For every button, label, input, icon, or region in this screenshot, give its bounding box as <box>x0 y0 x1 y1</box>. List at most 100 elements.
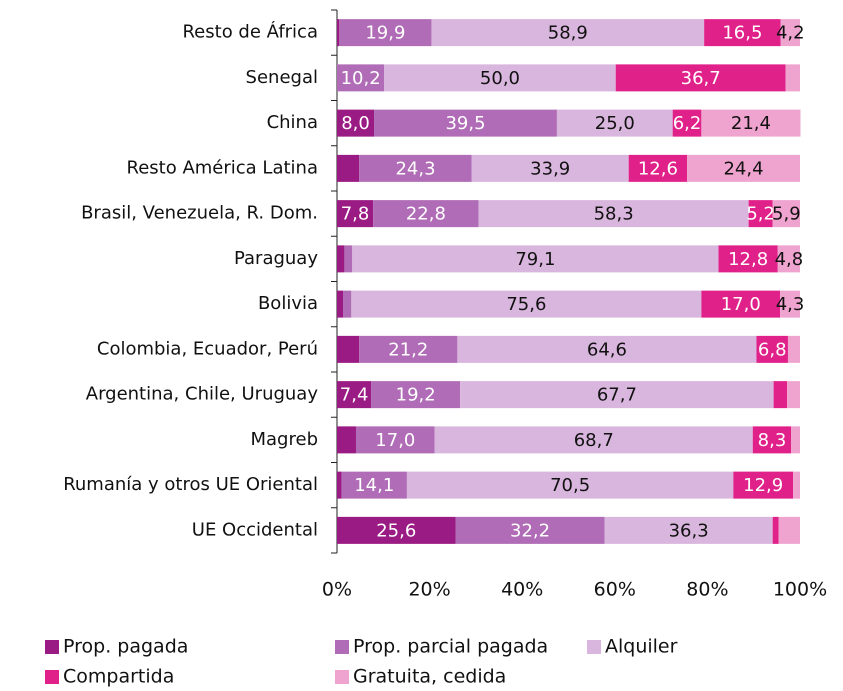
value-label: 12,6 <box>638 158 678 179</box>
x-tick-label: 40% <box>501 579 543 601</box>
value-label: 7,4 <box>340 385 369 406</box>
bar-segment <box>687 154 800 182</box>
value-label: 39,5 <box>445 113 485 134</box>
bar-segment <box>752 426 792 454</box>
bar-segment <box>787 335 800 363</box>
legend-label: Prop. parcial pagada <box>353 636 548 658</box>
value-label: 17,0 <box>721 294 761 315</box>
value-label: 4,2 <box>776 23 805 44</box>
bar-segment <box>337 426 356 454</box>
value-label: 58,9 <box>548 23 588 44</box>
bar-segment <box>337 516 456 544</box>
bar-segment <box>471 154 629 182</box>
legend-swatch <box>45 640 59 654</box>
value-label: 79,1 <box>515 249 555 270</box>
bar-segment <box>339 19 432 47</box>
bar-segment <box>748 200 773 228</box>
value-label: 12,9 <box>743 475 783 496</box>
category-label: Resto de África <box>182 21 318 43</box>
bar-segment <box>373 200 479 228</box>
bar-segment <box>434 426 753 454</box>
bar-segment <box>337 290 344 318</box>
bar-segment <box>791 426 800 454</box>
value-label: 50,0 <box>480 68 520 89</box>
value-label: 32,2 <box>510 520 550 541</box>
legend-label: Gratuita, cedida <box>353 666 506 688</box>
bar-segment <box>374 109 557 137</box>
value-label: 5,2 <box>746 204 775 225</box>
bar-segment <box>455 516 605 544</box>
value-label: 21,4 <box>731 113 771 134</box>
value-label: 68,7 <box>574 430 614 451</box>
bar-segment <box>344 245 353 273</box>
bar-segment <box>701 290 781 318</box>
category-label: Argentina, Chile, Uruguay <box>86 384 319 405</box>
bar-segment <box>672 109 702 137</box>
value-label: 5,9 <box>772 204 801 225</box>
bar-segment <box>777 245 800 273</box>
bar-segment <box>337 64 385 92</box>
category-label: Bolivia <box>258 293 318 314</box>
bar-segment <box>718 245 778 273</box>
bar-segment <box>793 471 800 499</box>
value-label: 70,5 <box>550 475 590 496</box>
bar-segment <box>337 245 345 273</box>
bar-segment <box>778 516 800 544</box>
x-tick-label: 20% <box>408 579 450 601</box>
bar-segment <box>337 471 342 499</box>
bar-segment <box>337 335 360 363</box>
bar-segment <box>701 109 801 137</box>
value-label: 12,8 <box>728 249 768 270</box>
category-label: Magreb <box>251 429 319 450</box>
bar-segment <box>772 200 800 228</box>
value-label: 10,2 <box>341 68 381 89</box>
bar-segment <box>337 19 340 47</box>
value-label: 4,8 <box>775 249 804 270</box>
bar-segment <box>460 381 774 409</box>
value-label: 8,0 <box>341 113 370 134</box>
bar-segment <box>704 19 781 47</box>
bar-segment <box>780 19 800 47</box>
bar-segment <box>773 381 788 409</box>
bar-segment <box>337 154 360 182</box>
value-label: 58,3 <box>594 204 634 225</box>
category-label: China <box>267 112 318 133</box>
x-tick-label: 80% <box>686 579 728 601</box>
bar-segment <box>384 64 616 92</box>
value-label: 67,7 <box>597 385 637 406</box>
value-label: 21,2 <box>388 339 428 360</box>
bar-segment <box>352 245 719 273</box>
bar-segment <box>780 290 800 318</box>
bar-segment <box>628 154 688 182</box>
value-label: 25,0 <box>595 113 635 134</box>
bar-segment <box>351 290 702 318</box>
value-label: 25,6 <box>376 520 416 541</box>
value-label: 4,3 <box>776 294 805 315</box>
value-label: 22,8 <box>406 204 446 225</box>
legend-label: Compartida <box>63 666 174 688</box>
category-label: Paraguay <box>234 248 318 269</box>
bar-segment <box>556 109 673 137</box>
value-label: 7,8 <box>341 204 370 225</box>
category-label: UE Occidental <box>192 519 318 540</box>
bar-segment <box>371 381 461 409</box>
value-label: 24,4 <box>723 158 763 179</box>
x-tick-label: 0% <box>322 579 352 601</box>
bar-segment <box>785 64 800 92</box>
value-label: 6,8 <box>758 339 787 360</box>
x-tick-label: 100% <box>773 579 827 601</box>
bar-segment <box>337 381 372 409</box>
category-label: Resto América Latina <box>127 157 318 178</box>
category-label: Rumanía y otros UE Oriental <box>63 474 318 495</box>
value-label: 17,0 <box>375 430 415 451</box>
bar-segment <box>772 516 779 544</box>
bar-segment <box>359 154 472 182</box>
bar-segment <box>787 381 800 409</box>
value-label: 75,6 <box>506 294 546 315</box>
bar-segment <box>431 19 705 47</box>
bar-segment <box>337 109 375 137</box>
bar-segment <box>406 471 734 499</box>
value-label: 6,2 <box>673 113 702 134</box>
category-label: Senegal <box>246 67 318 88</box>
